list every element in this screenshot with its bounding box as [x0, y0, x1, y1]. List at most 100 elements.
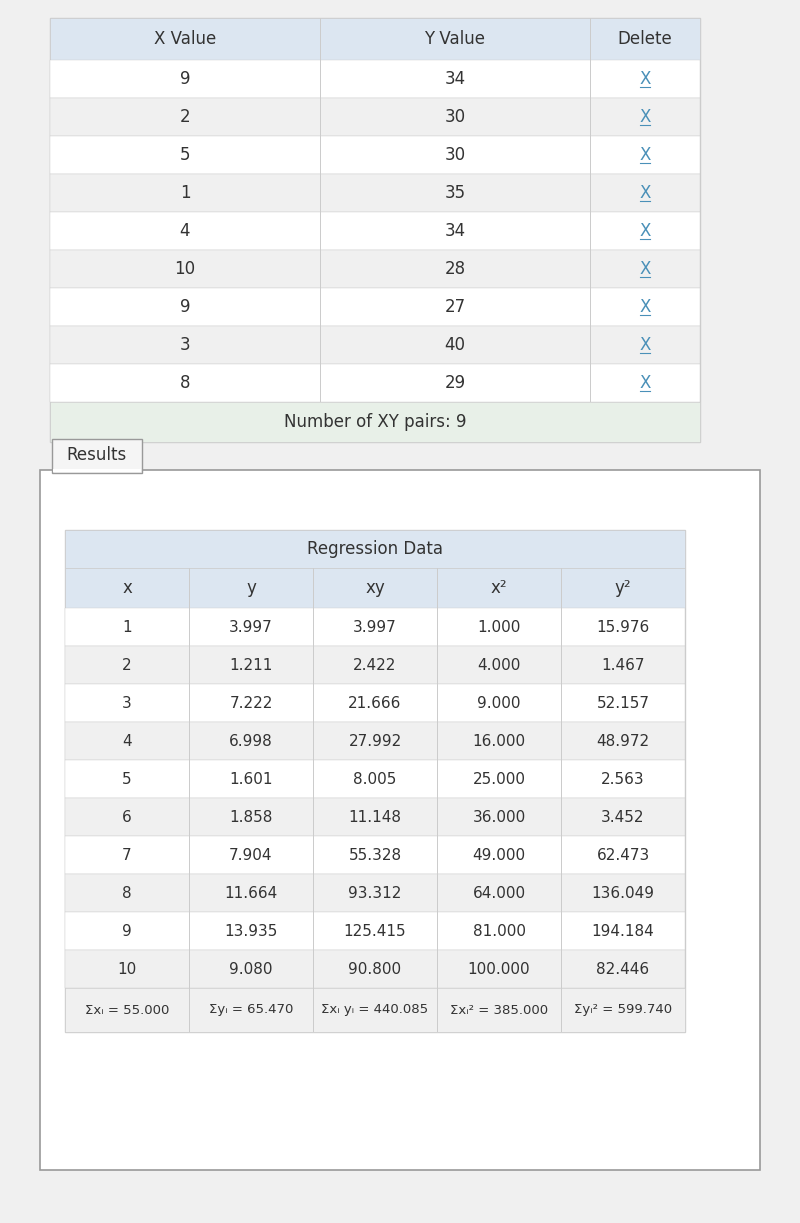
- Text: 81.000: 81.000: [473, 923, 526, 938]
- Text: y: y: [246, 578, 256, 597]
- Text: 11.664: 11.664: [224, 885, 278, 900]
- Text: Delete: Delete: [618, 31, 672, 48]
- Bar: [320, 249, 321, 287]
- Text: 7.904: 7.904: [230, 848, 273, 862]
- Bar: [65, 567, 685, 608]
- Bar: [313, 684, 314, 722]
- Text: 13.935: 13.935: [224, 923, 278, 938]
- Text: 30: 30: [445, 108, 466, 126]
- Bar: [65, 837, 685, 874]
- Bar: [65, 912, 685, 950]
- Text: Σxᵢ² = 385.000: Σxᵢ² = 385.000: [450, 1004, 548, 1016]
- Text: y²: y²: [614, 578, 631, 597]
- Text: 1.000: 1.000: [478, 620, 521, 635]
- Text: 52.157: 52.157: [597, 696, 650, 711]
- Text: 25.000: 25.000: [473, 772, 526, 786]
- Bar: [590, 212, 591, 249]
- Text: 1.211: 1.211: [230, 658, 273, 673]
- Text: 8.005: 8.005: [354, 772, 397, 786]
- Text: 34: 34: [445, 70, 466, 88]
- Text: 62.473: 62.473: [596, 848, 650, 862]
- Bar: [313, 874, 314, 912]
- Bar: [590, 327, 591, 364]
- Bar: [189, 759, 190, 797]
- Text: 36.000: 36.000: [472, 810, 526, 824]
- Text: 30: 30: [445, 146, 466, 164]
- Bar: [561, 608, 562, 646]
- Bar: [313, 567, 314, 608]
- Text: 2.563: 2.563: [601, 772, 645, 786]
- Bar: [189, 608, 190, 646]
- Bar: [313, 797, 314, 837]
- Bar: [561, 950, 562, 988]
- Text: 4.000: 4.000: [478, 658, 521, 673]
- Text: 3.997: 3.997: [353, 620, 397, 635]
- Text: 2: 2: [180, 108, 190, 126]
- Bar: [65, 530, 685, 567]
- Bar: [320, 136, 321, 174]
- Text: 48.972: 48.972: [597, 734, 650, 748]
- Bar: [437, 567, 438, 608]
- Bar: [561, 646, 562, 684]
- Text: 7.222: 7.222: [230, 696, 273, 711]
- Bar: [50, 60, 700, 98]
- Text: 10: 10: [118, 961, 137, 976]
- Text: Results: Results: [67, 446, 127, 464]
- Bar: [50, 402, 700, 442]
- Bar: [437, 874, 438, 912]
- Bar: [320, 18, 321, 60]
- Text: X: X: [639, 108, 650, 126]
- Text: 3: 3: [122, 696, 132, 711]
- Bar: [437, 759, 438, 797]
- Text: X: X: [639, 146, 650, 164]
- Text: 28: 28: [445, 260, 466, 278]
- Text: 16.000: 16.000: [473, 734, 526, 748]
- Bar: [437, 646, 438, 684]
- Bar: [590, 136, 591, 174]
- Text: 27: 27: [445, 298, 466, 316]
- Bar: [189, 567, 190, 608]
- Text: 4: 4: [122, 734, 132, 748]
- Bar: [313, 988, 314, 1032]
- Text: 6: 6: [122, 810, 132, 824]
- Text: 82.446: 82.446: [597, 961, 650, 976]
- Bar: [65, 684, 685, 722]
- Text: 40: 40: [445, 336, 466, 353]
- Bar: [65, 608, 685, 646]
- Bar: [65, 646, 685, 684]
- Text: 9: 9: [180, 298, 190, 316]
- Text: Σxᵢ = 55.000: Σxᵢ = 55.000: [85, 1004, 169, 1016]
- Bar: [189, 646, 190, 684]
- Text: X: X: [639, 374, 650, 393]
- Text: 194.184: 194.184: [592, 923, 654, 938]
- Bar: [561, 759, 562, 797]
- Text: X: X: [639, 223, 650, 240]
- Bar: [437, 684, 438, 722]
- Bar: [561, 684, 562, 722]
- Bar: [437, 797, 438, 837]
- Bar: [313, 912, 314, 950]
- Bar: [590, 287, 591, 327]
- Bar: [50, 18, 700, 60]
- Bar: [189, 874, 190, 912]
- Text: 49.000: 49.000: [473, 848, 526, 862]
- Text: X: X: [639, 260, 650, 278]
- Text: x: x: [122, 578, 132, 597]
- Text: Σyᵢ² = 599.740: Σyᵢ² = 599.740: [574, 1004, 672, 1016]
- Text: 2: 2: [122, 658, 132, 673]
- Text: 1: 1: [122, 620, 132, 635]
- Bar: [590, 18, 591, 60]
- Text: 1.858: 1.858: [230, 810, 273, 824]
- Text: 15.976: 15.976: [596, 620, 650, 635]
- Text: x²: x²: [490, 578, 507, 597]
- Text: 2.422: 2.422: [354, 658, 397, 673]
- Bar: [189, 722, 190, 759]
- Bar: [590, 98, 591, 136]
- Text: 8: 8: [122, 885, 132, 900]
- Bar: [65, 530, 685, 1032]
- Text: 136.049: 136.049: [591, 885, 654, 900]
- Bar: [50, 174, 700, 212]
- Bar: [437, 950, 438, 988]
- Text: 1.467: 1.467: [602, 658, 645, 673]
- Text: 5: 5: [180, 146, 190, 164]
